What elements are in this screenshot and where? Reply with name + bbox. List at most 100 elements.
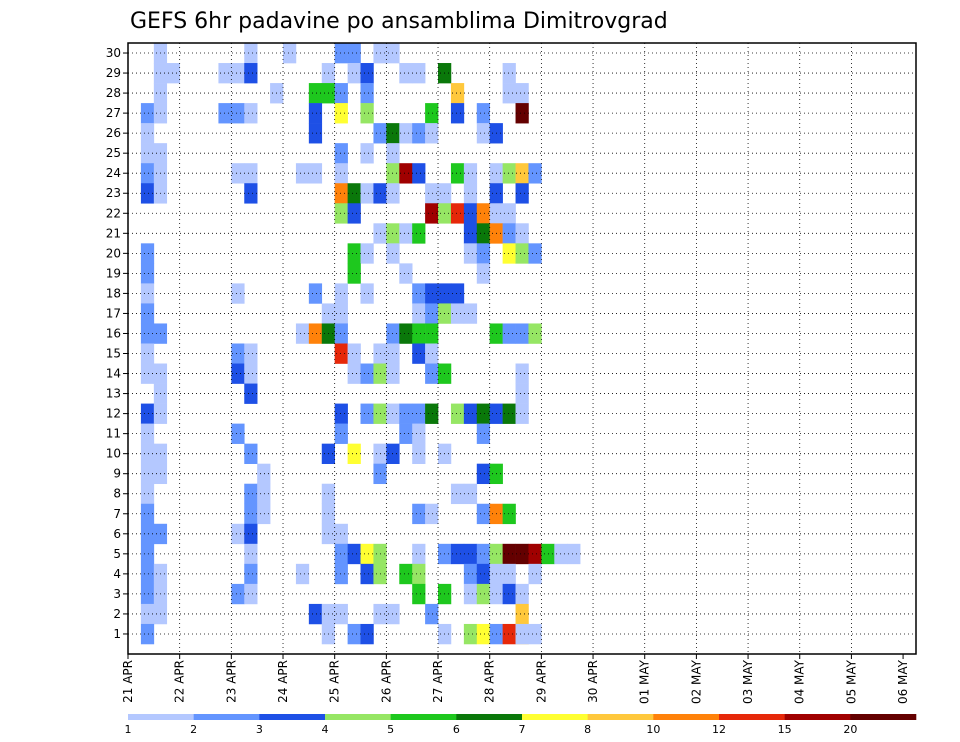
- heatmap-cell: [450, 483, 465, 505]
- heatmap-cell: [347, 343, 361, 364]
- heatmap-cell: [476, 243, 491, 264]
- heatmap-cell: [360, 143, 374, 164]
- heatmap-cell: [231, 163, 245, 184]
- heatmap-cell: [140, 603, 155, 625]
- heatmap-cell: [476, 583, 491, 605]
- heatmap-cell: [515, 383, 529, 404]
- heatmap-cell: [463, 303, 478, 324]
- heatmap-cell: [347, 203, 361, 224]
- heatmap-cell: [347, 363, 361, 384]
- heatmap-cell: [231, 63, 245, 84]
- y-tick-label: 12: [106, 407, 121, 421]
- heatmap-cell: [257, 463, 271, 485]
- heatmap-cell: [502, 203, 516, 224]
- legend-swatch: [653, 714, 720, 720]
- heatmap-cell: [412, 63, 426, 84]
- heatmap-cell: [308, 103, 323, 124]
- x-tick-label: 06 MAY: [896, 659, 910, 704]
- heatmap-cell: [166, 63, 180, 84]
- legend-label: 8: [584, 723, 591, 736]
- heatmap-cell: [528, 323, 542, 344]
- heatmap-cell: [502, 223, 516, 244]
- heatmap-cell: [528, 623, 542, 645]
- heatmap-cell: [412, 283, 426, 304]
- y-tick-label: 26: [106, 126, 121, 140]
- heatmap-cell: [502, 403, 516, 424]
- heatmap-cell: [476, 543, 491, 565]
- y-tick-label: 19: [106, 266, 121, 280]
- heatmap-cell: [140, 263, 155, 284]
- heatmap-cell: [502, 323, 516, 344]
- heatmap-cell: [476, 423, 491, 444]
- y-axis: 1234567891011121314151617181920212223242…: [106, 46, 128, 641]
- heatmap-cell: [515, 583, 529, 605]
- legend-swatch: [719, 714, 785, 720]
- heatmap-cell: [283, 43, 297, 64]
- heatmap-cell: [425, 283, 439, 304]
- heatmap-cell: [567, 543, 581, 565]
- x-tick-label: 30 APR: [586, 660, 600, 703]
- heatmap-cell: [463, 583, 478, 605]
- y-tick-label: 18: [106, 286, 121, 300]
- heatmap-cell: [231, 363, 245, 384]
- heatmap-cell: [463, 223, 478, 244]
- heatmap-cell: [412, 303, 426, 324]
- heatmap-cell: [140, 423, 155, 444]
- y-tick-label: 7: [113, 507, 121, 521]
- legend-swatch: [587, 714, 654, 720]
- heatmap-cell: [295, 163, 310, 184]
- heatmap-cell: [140, 483, 155, 505]
- heatmap-cell: [360, 83, 374, 104]
- heatmap-cell: [528, 563, 542, 585]
- heatmap-cell: [257, 503, 271, 525]
- heatmap-cell: [334, 203, 348, 224]
- heatmap-cell: [515, 103, 529, 124]
- y-tick-label: 10: [106, 447, 121, 461]
- y-tick-label: 16: [106, 326, 121, 340]
- heatmap-cell: [347, 43, 361, 64]
- heatmap-cell: [399, 403, 413, 424]
- heatmap-cell: [140, 463, 155, 485]
- heatmap-cell: [515, 183, 529, 204]
- heatmap-cell: [425, 103, 439, 124]
- x-axis: 21 APR 22 APR 23 APR 24 APR 25 APR 26 APR 27 A…: [121, 654, 910, 704]
- y-tick-label: 6: [113, 527, 121, 541]
- heatmap-cell: [399, 563, 413, 585]
- heatmap-cell: [295, 323, 310, 344]
- heatmap-cell: [412, 323, 426, 344]
- heatmap-cell: [515, 543, 529, 565]
- heatmap-cell: [218, 103, 232, 124]
- heatmap-cell: [140, 623, 155, 645]
- heatmap-cell: [425, 203, 439, 224]
- heatmap-cell: [360, 63, 374, 84]
- heatmap-cell: [515, 83, 529, 104]
- heatmap-cell: [140, 543, 155, 565]
- heatmap-cell: [425, 123, 439, 144]
- heatmap-cell: [360, 403, 374, 424]
- y-tick-label: 11: [106, 427, 121, 441]
- heatmap-cell: [308, 83, 323, 104]
- legend-label: 20: [843, 723, 857, 736]
- heatmap-cell: [140, 183, 155, 204]
- heatmap-cell: [244, 383, 258, 404]
- heatmap-cell: [334, 603, 348, 625]
- heatmap-cell: [347, 623, 361, 645]
- heatmap-cell: [334, 543, 348, 565]
- heatmap-cell: [515, 243, 529, 264]
- heatmap-cell: [399, 223, 413, 244]
- heatmap-cell: [308, 323, 323, 344]
- heatmap-cell: [476, 403, 491, 424]
- heatmap-cell: [244, 523, 258, 545]
- plot-frame: [127, 42, 917, 655]
- heatmap-cell: [360, 363, 374, 384]
- heatmap-cell: [334, 43, 348, 64]
- heatmap-cell: [347, 243, 361, 264]
- heatmap-cell: [399, 423, 413, 444]
- heatmap-cell: [244, 563, 258, 585]
- legend-label: 4: [322, 723, 329, 736]
- legend-swatch: [784, 714, 851, 720]
- y-tick-label: 22: [106, 206, 121, 220]
- heatmap-cell: [502, 583, 516, 605]
- heatmap-cell: [360, 243, 374, 264]
- heatmap-cell: [528, 243, 542, 264]
